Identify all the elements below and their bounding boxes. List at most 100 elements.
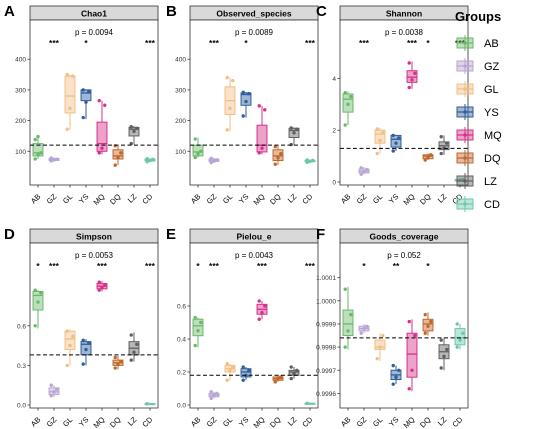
box-gl: [64, 329, 76, 368]
significance-marker: *: [426, 261, 430, 271]
data-point: [426, 324, 430, 328]
data-point: [36, 134, 40, 139]
data-point: [87, 89, 91, 94]
data-point: [461, 331, 465, 335]
box-iqr: [256, 124, 268, 153]
data-point: [49, 383, 53, 387]
significance-marker: ***: [49, 38, 60, 48]
data-point: [343, 123, 347, 127]
x-tick-label: GL: [371, 192, 384, 205]
data-point: [442, 354, 446, 359]
data-point: [410, 368, 414, 372]
legend: Groups AB GZ GL YS MQ DQ LZ CD: [455, 9, 502, 212]
data-point: [135, 126, 139, 130]
box-gz: [208, 156, 220, 165]
panel-title: Chao1: [81, 9, 107, 19]
legend-item-label: CD: [484, 199, 500, 211]
box-ys: [390, 363, 402, 386]
data-point: [36, 300, 40, 304]
x-tick-label: AB: [29, 192, 42, 205]
y-tick-label: 0.9999: [316, 321, 336, 328]
y-tick-label: 2: [332, 128, 336, 135]
x-tick-label: GZ: [355, 415, 369, 429]
x-tick-label: MQ: [401, 192, 416, 207]
data-point: [33, 288, 37, 292]
data-point: [257, 299, 261, 303]
x-tick-label: DQ: [418, 192, 432, 206]
data-point: [365, 324, 369, 328]
data-point: [193, 155, 197, 160]
data-point: [276, 376, 280, 381]
data-point: [295, 368, 299, 373]
data-point: [445, 141, 449, 145]
x-tick-label: LZ: [286, 192, 299, 205]
x-tick-label: GL: [371, 415, 384, 428]
x-tick-label: DQ: [108, 415, 122, 429]
data-point: [241, 114, 245, 118]
data-point: [132, 350, 136, 354]
x-tick-label: LZ: [286, 415, 299, 428]
data-point: [33, 157, 37, 161]
legend-item-label: GL: [484, 84, 499, 96]
data-point: [225, 128, 229, 132]
y-tick-label: 300: [175, 87, 186, 94]
significance-marker: *: [244, 38, 248, 48]
data-point: [129, 141, 133, 146]
x-tick-label: DQ: [108, 192, 122, 206]
x-tick-label: YS: [237, 192, 250, 205]
data-point: [375, 356, 379, 361]
panel-d: D Simpson 0.0 0.3 0.6 AB GZ GL YS MQ DQ LZ CD p = 0.0…: [4, 226, 159, 429]
data-point: [247, 91, 251, 96]
data-point: [199, 149, 203, 154]
box-dq: [422, 312, 434, 336]
significance-marker: ***: [145, 38, 156, 48]
x-tick-label: YS: [77, 415, 90, 428]
data-point: [439, 338, 443, 342]
box-cd: [304, 158, 316, 165]
x-tick-label: CD: [140, 415, 154, 429]
data-point: [199, 320, 203, 325]
significance-marker: ***: [97, 261, 108, 271]
x-tick-label: GZ: [45, 192, 59, 206]
data-point: [343, 91, 347, 95]
panel-f: F Goods_coverage 0.9996 0.9997 0.9998 0.9999 1…: [316, 226, 469, 429]
x-tick-label: CD: [300, 415, 314, 429]
legend-item-label: YS: [484, 107, 499, 119]
x-tick-label: YS: [237, 415, 250, 428]
data-point: [263, 108, 267, 112]
data-point: [215, 391, 219, 396]
legend-key-point: [463, 41, 467, 45]
data-point: [49, 156, 53, 160]
data-point: [215, 158, 219, 162]
x-tick-label: AB: [339, 415, 352, 428]
data-point: [391, 382, 395, 386]
box-iqr: [64, 330, 76, 351]
data-point: [116, 362, 120, 366]
data-point: [241, 365, 245, 369]
legend-title: Groups: [455, 9, 501, 24]
data-point: [132, 129, 136, 134]
legend-key-point: [463, 179, 467, 183]
data-point: [423, 331, 427, 335]
box-ys: [80, 88, 92, 120]
data-point: [273, 380, 277, 384]
data-point: [445, 347, 449, 352]
plot-area: [189, 19, 319, 186]
y-tick-label: 0.4: [177, 337, 186, 344]
legend-item-label: LZ: [484, 176, 497, 188]
data-point: [289, 365, 293, 369]
data-point: [407, 319, 411, 324]
p-value-label: p = 0.052: [387, 251, 421, 260]
box-gz: [358, 166, 370, 176]
data-point: [292, 131, 296, 135]
legend-item-cd: CD: [456, 196, 500, 212]
significance-marker: *: [196, 261, 200, 271]
x-tick-label: DQ: [268, 192, 282, 206]
data-point: [119, 151, 123, 155]
box-gl: [374, 333, 386, 361]
box-dq: [272, 144, 284, 166]
y-tick-label: 0.6: [17, 323, 26, 330]
data-point: [212, 393, 216, 397]
